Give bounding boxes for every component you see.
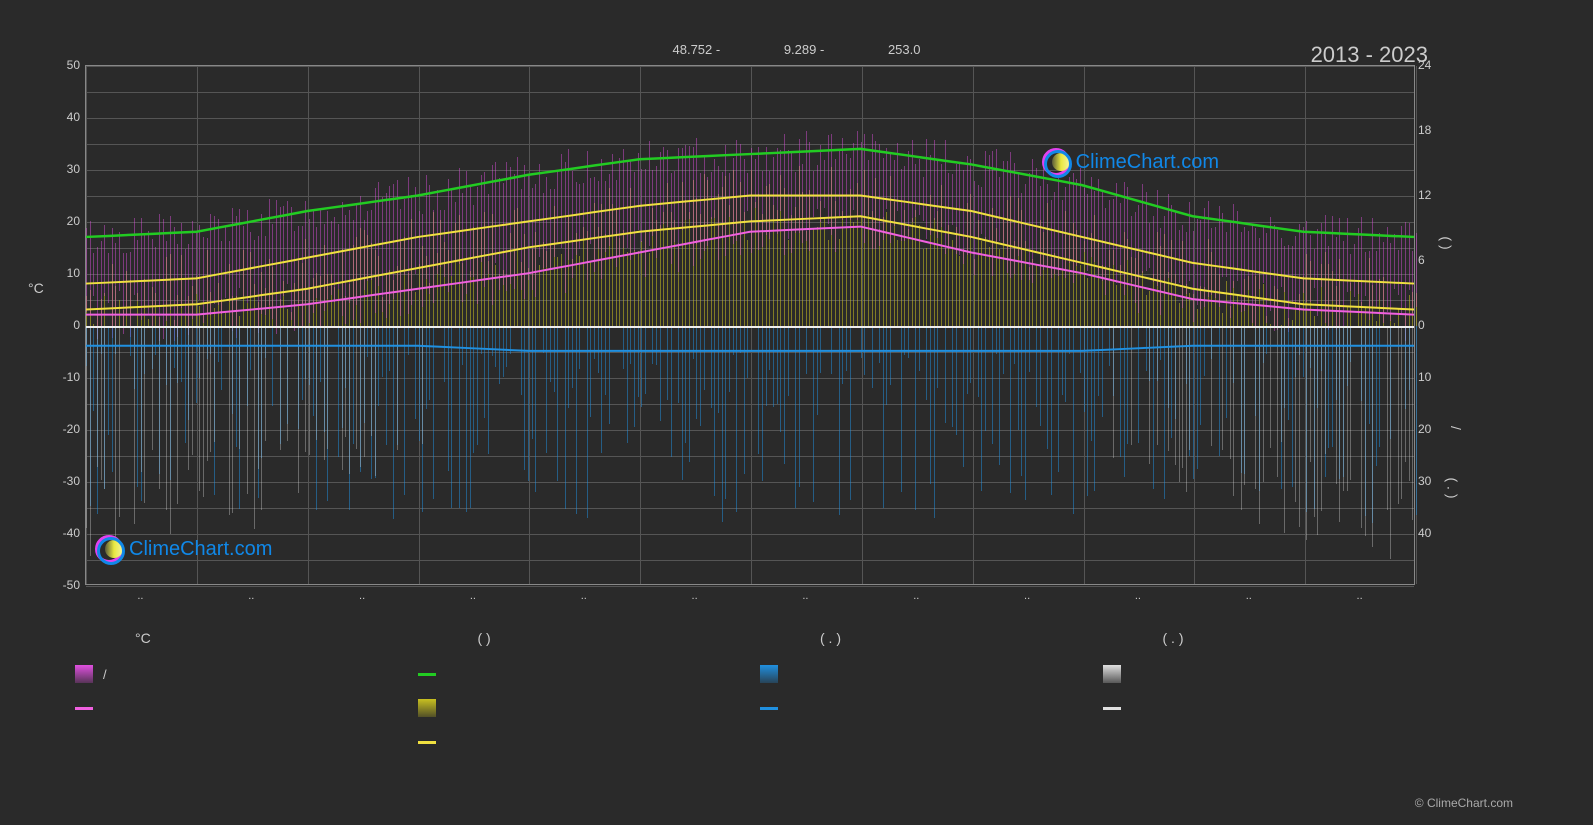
lat-label: 48.752 -	[673, 42, 721, 57]
lon-label: 9.289 -	[784, 42, 824, 57]
legend-item	[418, 696, 721, 720]
y-right-tick: 6	[1418, 253, 1425, 267]
y-right-tick: 20	[1418, 422, 1431, 436]
brand-logo-bottom: ClimeChart.com	[95, 535, 272, 563]
y-left-tick: -20	[50, 422, 80, 436]
y-left-tick: -10	[50, 370, 80, 384]
y-left-tick: -50	[50, 578, 80, 592]
x-tick: ..	[1246, 590, 1252, 602]
x-tick: ..	[913, 590, 919, 602]
y-right-tick: 40	[1418, 526, 1431, 540]
y-right-tick: 0	[1418, 318, 1425, 332]
y-left-tick: 10	[50, 266, 80, 280]
legend-swatch	[418, 699, 436, 717]
legend-item	[760, 662, 1063, 686]
chart-plot-area: ClimeChart.com	[85, 65, 1415, 585]
legend-swatch	[760, 707, 778, 710]
x-tick: ..	[802, 590, 808, 602]
y-right-tick: 10	[1418, 370, 1431, 384]
y-right-axis-label-mid: /	[1448, 426, 1464, 430]
y-left-tick: -30	[50, 474, 80, 488]
legend-swatch	[418, 741, 436, 744]
y-left-axis-label: °C	[28, 280, 44, 296]
legend-swatch	[418, 673, 436, 676]
x-tick: ..	[581, 590, 587, 602]
alt-label: 253.0	[888, 42, 921, 57]
legend-header: ( . )	[1103, 630, 1406, 646]
brand-icon	[95, 535, 123, 563]
y-left-ticks: 50403020100-10-20-30-40-50	[50, 65, 85, 585]
x-tick: ..	[1135, 590, 1141, 602]
y-right-tick: 30	[1418, 474, 1431, 488]
y-right-tick: 24	[1418, 58, 1431, 72]
brand-logo-top: ClimeChart.com	[1042, 148, 1219, 176]
brand-icon	[1042, 148, 1070, 176]
x-tick: ..	[1024, 590, 1030, 602]
legend-header: ( . )	[760, 630, 1063, 646]
legend-item	[418, 730, 721, 754]
x-tick: ..	[359, 590, 365, 602]
legend-swatch	[1103, 707, 1121, 710]
y-left-tick: -40	[50, 526, 80, 540]
legend-item	[75, 696, 378, 720]
x-ticks: ........................	[85, 590, 1415, 610]
y-right-axis-label-bot: ( . )	[1445, 478, 1461, 499]
zero-baseline	[86, 326, 1414, 328]
legend-item	[1103, 696, 1406, 720]
y-right-tick: 12	[1418, 188, 1431, 202]
legend-swatch	[75, 665, 93, 683]
y-left-tick: 40	[50, 110, 80, 124]
x-tick: ..	[1357, 590, 1363, 602]
legend-header: ( )	[418, 630, 721, 646]
y-right-axis-label-top: ( )	[1438, 236, 1454, 249]
legend-item	[760, 730, 1063, 754]
y-left-tick: 30	[50, 162, 80, 176]
x-tick: ..	[470, 590, 476, 602]
legend-item	[418, 662, 721, 686]
y-right-tick: 18	[1418, 123, 1431, 137]
brand-text: ClimeChart.com	[129, 538, 272, 561]
legend-label: /	[103, 667, 107, 682]
y-left-tick: 0	[50, 318, 80, 332]
legend-item	[75, 730, 378, 754]
x-tick: ..	[248, 590, 254, 602]
x-tick: ..	[692, 590, 698, 602]
legend-item	[1103, 662, 1406, 686]
y-left-tick: 50	[50, 58, 80, 72]
legend-swatch	[75, 707, 93, 710]
brand-text: ClimeChart.com	[1076, 151, 1219, 174]
legend-item	[1103, 730, 1406, 754]
copyright: © ClimeChart.com	[1415, 796, 1513, 810]
y-left-tick: 20	[50, 214, 80, 228]
legend-header: °C	[75, 630, 378, 646]
legend-item: /	[75, 662, 378, 686]
daily-bars	[86, 66, 1414, 584]
x-tick: ..	[137, 590, 143, 602]
legend-swatch	[1103, 665, 1121, 683]
legend: °C ( ) ( . ) ( . ) /	[75, 630, 1405, 754]
legend-item	[760, 696, 1063, 720]
legend-swatch	[760, 665, 778, 683]
